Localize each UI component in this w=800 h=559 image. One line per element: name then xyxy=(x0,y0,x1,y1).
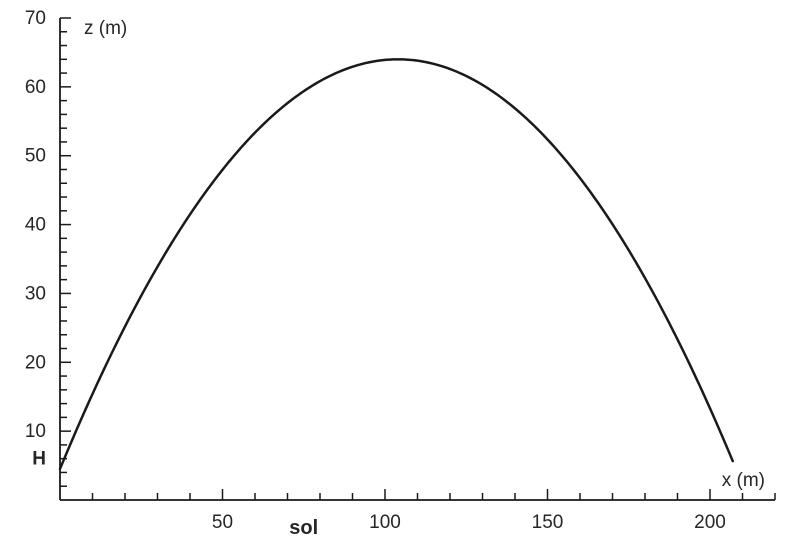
y-tick-label: 60 xyxy=(25,77,46,98)
y-tick-label: 50 xyxy=(25,146,46,167)
x-tick-label: 50 xyxy=(212,512,233,533)
x-tick-label: 200 xyxy=(694,512,726,533)
y-tick-label: 40 xyxy=(25,215,46,236)
trajectory-curve xyxy=(60,59,733,469)
y-tick-label: 10 xyxy=(25,421,46,442)
y-tick-label: 30 xyxy=(25,283,46,304)
h-annotation: H xyxy=(32,449,46,470)
sol-annotation: sol xyxy=(289,517,318,539)
chart-svg: 50 100 150 200 10 20 30 40 50 60 70 z (m) x (m) Hsol xyxy=(0,0,800,559)
y-tick-label: 70 xyxy=(25,8,46,29)
x-axis-title: x (m) xyxy=(722,470,765,491)
y-tick-label: 20 xyxy=(25,352,46,373)
x-tick-label: 100 xyxy=(369,512,401,533)
y-axis-title: z (m) xyxy=(84,18,127,39)
x-tick-label: 150 xyxy=(532,512,564,533)
trajectory-chart: 50 100 150 200 10 20 30 40 50 60 70 z (m) x (m) Hsol xyxy=(0,0,800,559)
